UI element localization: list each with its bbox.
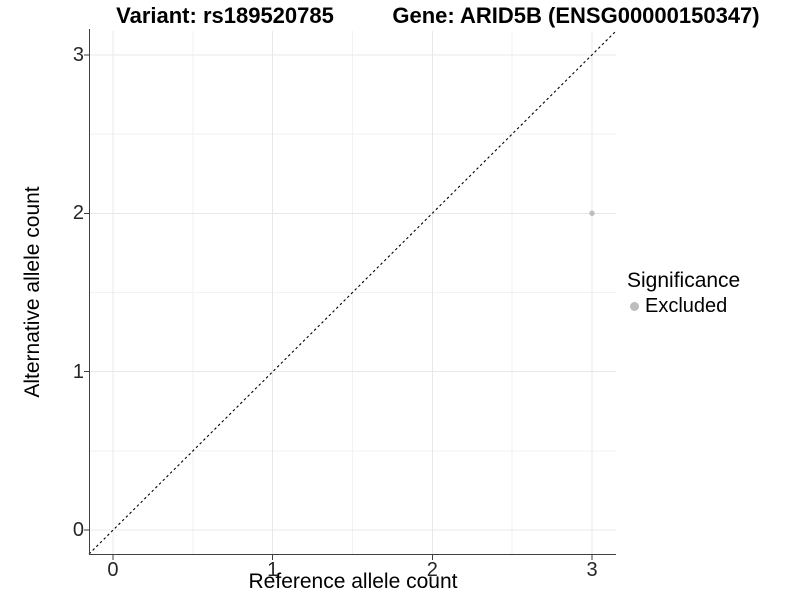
x-tick-label: 3 [586,559,598,581]
legend-item: Excluded [627,294,740,319]
y-tick-label: 0 [72,519,84,542]
plot-title-gene: Gene: ARID5B (ENSG00000150347) [392,3,760,28]
identity-dashed-line [88,30,617,555]
y-axis-title: Alternative allele count [21,186,44,398]
legend-items: Excluded [627,294,740,319]
legend-item-label: Excluded [645,295,728,317]
x-tick-label: 0 [107,559,119,581]
x-tick-label: 2 [426,559,438,581]
legend-title: Significance [627,269,741,292]
y-tick-label: 3 [72,43,84,66]
plot-title-variant: Variant: rs189520785 [116,3,334,28]
y-tick-label: 2 [72,202,84,225]
x-axis-title: Reference allele count [248,570,458,593]
legend-key-dot-icon [630,302,639,311]
x-tick-label: 1 [267,559,279,581]
data-point [589,210,595,216]
y-tick-label: 1 [72,360,84,383]
legend: Significance Excluded [627,267,740,319]
